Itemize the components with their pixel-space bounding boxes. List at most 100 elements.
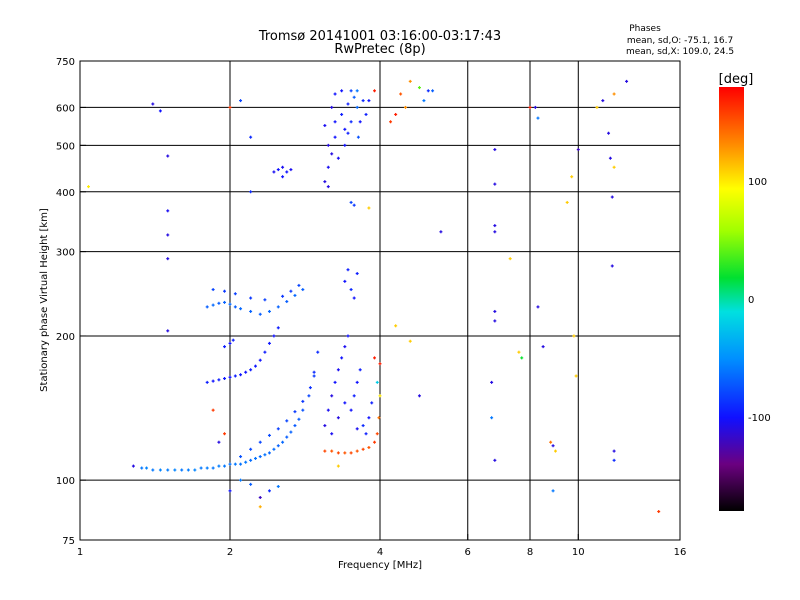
data-point [276,305,280,309]
data-point [572,334,576,338]
data-point [258,440,262,444]
data-point [349,200,353,204]
data-point [340,356,344,360]
data-point [239,462,243,466]
data-point [333,120,337,124]
data-point [343,451,347,455]
data-point [508,257,512,261]
data-point [346,268,350,272]
data-point [422,99,426,103]
data-point [276,444,280,448]
data-point [565,200,569,204]
data-point [333,380,337,384]
data-point [301,288,305,292]
data-point [223,289,227,293]
data-point [336,416,340,420]
data-point [355,272,359,276]
y-tick-label: 300 [56,248,75,259]
data-point [223,432,227,436]
data-point [233,462,237,466]
data-point [373,89,377,93]
data-point [281,175,285,179]
data-point [272,334,276,338]
data-point [330,432,334,436]
colorbar-tick-label: 100 [748,177,767,188]
data-point [239,373,243,377]
data-point [346,131,350,135]
data-point [205,466,209,470]
data-point [258,312,262,316]
data-point [217,378,221,382]
data-point [186,468,190,472]
chart-subtitle: RwPretec (8p) [334,42,425,57]
x-tick-label: 4 [377,547,383,558]
data-point [307,394,311,398]
data-point [517,350,521,354]
data-point [276,168,280,172]
data-point [612,458,616,462]
data-point [326,408,330,412]
colorbar-tick-label: -100 [748,413,771,424]
data-point [228,341,232,345]
data-point [346,334,350,338]
x-tick-label: 1 [77,547,83,558]
data-point [166,329,170,333]
data-point [493,230,497,234]
data-point [346,102,350,106]
data-point [533,105,537,109]
data-point [330,152,334,156]
data-point [355,449,359,453]
data-point [293,424,297,428]
data-point [267,309,271,313]
data-point [258,455,262,459]
stats-line-o: mean, sd,O: -75.1, 16.7 [627,36,733,46]
data-point [249,309,253,313]
data-point [336,464,340,468]
data-point [276,427,280,431]
data-point [657,510,661,514]
data-point [326,165,330,169]
data-point [364,112,368,116]
stats-heading: Phases [629,24,661,34]
data-point [408,339,412,343]
data-point [349,89,353,93]
data-point [205,380,209,384]
data-point [297,283,301,287]
data-point [367,206,371,210]
data-point [267,489,271,493]
data-point [180,468,184,472]
data-point [358,368,362,372]
data-point [249,368,253,372]
data-point [330,394,334,398]
data-point [289,289,293,293]
data-point [223,300,227,304]
data-point [267,341,271,345]
data-point [375,380,379,384]
data-point [166,154,170,158]
data-point [343,143,347,147]
data-point [549,440,553,444]
data-point [493,458,497,462]
data-point [340,89,344,93]
y-tick-label: 600 [56,103,75,114]
data-point [610,264,614,268]
data-point [612,449,616,453]
data-point [293,410,297,414]
data-point [370,401,374,405]
data-point [211,303,215,307]
data-point [520,356,524,360]
data-point [394,324,398,328]
data-point [228,375,232,379]
colorbar-ticks: 100 0 -100 [748,177,771,424]
data-point [356,135,360,139]
data-point [199,466,203,470]
data-point [285,419,289,423]
data-point [316,350,320,354]
data-point [253,364,257,368]
y-tick-label: 100 [56,476,75,487]
data-point [361,424,365,428]
data-point [158,109,162,113]
data-point [378,362,382,366]
data-point [249,482,253,486]
data-point [349,451,353,455]
